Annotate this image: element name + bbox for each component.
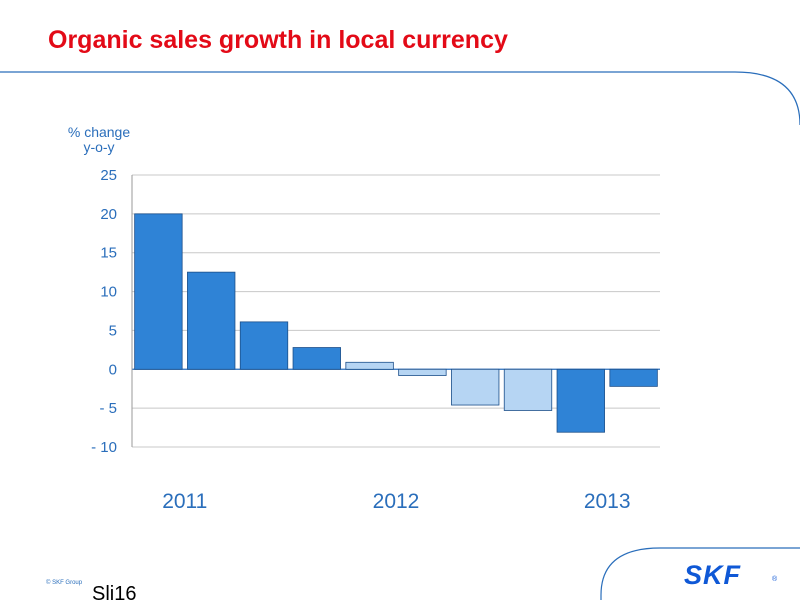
copyright-text: © SKF Group (46, 580, 83, 586)
bar (134, 213, 183, 370)
bar (292, 347, 341, 370)
bar (345, 361, 394, 370)
y-tick-label: 0 (109, 361, 117, 378)
bar (503, 368, 553, 411)
year-label: 2011 (162, 490, 207, 513)
registered-mark: ® (772, 576, 778, 583)
y-tick-label: 20 (100, 206, 117, 223)
year-label: 2012 (373, 490, 420, 513)
y-axis-label-line-2: y-o-y (83, 139, 115, 155)
year-label: 2013 (584, 490, 631, 513)
y-axis-label: % change y-o-y (40, 125, 158, 155)
bar (556, 368, 605, 433)
skf-logo: SKF (684, 560, 741, 590)
slide-title: Organic sales growth in local currency (48, 26, 508, 54)
bar (451, 368, 500, 406)
bar (398, 368, 447, 376)
y-tick-label: - 10 (91, 439, 117, 456)
y-tick-label: 15 (100, 245, 117, 262)
bar (187, 271, 236, 370)
bar (239, 321, 289, 370)
y-tick-label: 25 (100, 167, 117, 184)
y-tick-label: 10 (100, 284, 117, 301)
y-tick-label: 5 (109, 322, 117, 339)
slide-number: Sli16 (92, 583, 137, 605)
bar (609, 368, 658, 387)
y-axis-label-line-1: % change (67, 124, 131, 140)
y-tick-label: - 5 (99, 400, 117, 417)
